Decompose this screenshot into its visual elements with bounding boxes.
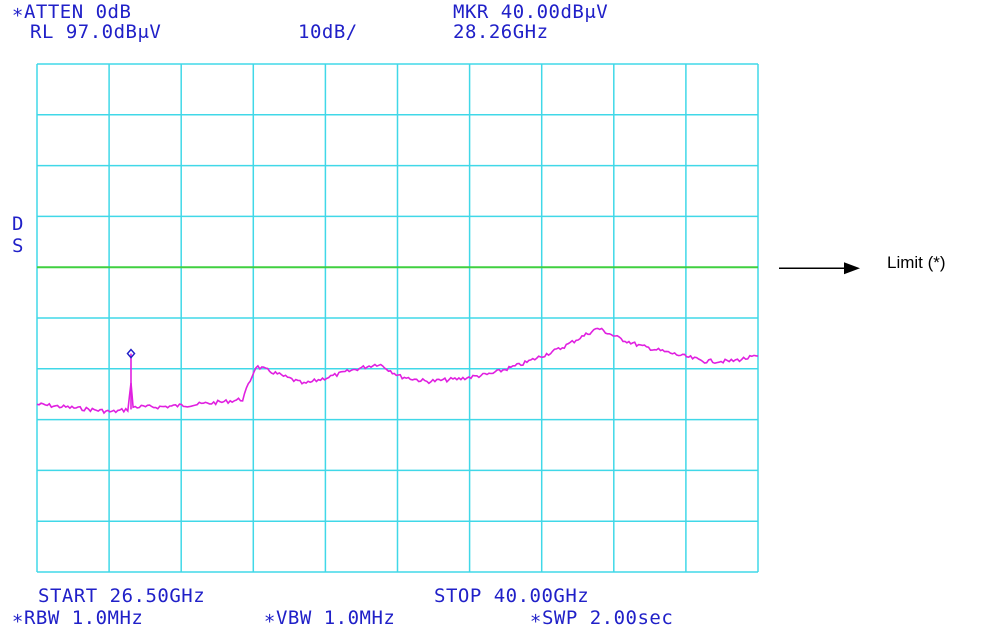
marker-freq-readout: 28.26GHz	[453, 21, 549, 43]
limit-annotation-label: Limit (*)	[887, 253, 946, 272]
rbw-readout: ∗RBW 1.0MHz	[12, 607, 144, 629]
trace-group	[36, 327, 759, 415]
vbw-readout: ∗VBW 1.0MHz	[264, 607, 396, 629]
ref-level-readout: RL 97.0dBμV	[30, 21, 162, 43]
detector-label-d: D	[12, 213, 24, 235]
detector-label-s: S	[12, 235, 24, 257]
marker-level-readout: MKR 40.00dBμV	[453, 1, 609, 23]
start-freq-readout: START 26.50GHz	[38, 585, 206, 607]
limit-arrow-head	[844, 262, 860, 275]
stop-freq-readout: STOP 40.00GHz	[434, 585, 590, 607]
sweep-readout: ∗SWP 2.00sec	[530, 607, 674, 629]
scale-readout: 10dB/	[298, 21, 358, 43]
atten-readout: ∗ATTEN 0dB	[12, 1, 132, 23]
marker-diamond	[126, 348, 136, 359]
limit-arrow-group	[779, 262, 860, 275]
spectrum-trace	[36, 327, 759, 415]
grid	[36, 63, 759, 573]
marker-group	[126, 348, 136, 410]
